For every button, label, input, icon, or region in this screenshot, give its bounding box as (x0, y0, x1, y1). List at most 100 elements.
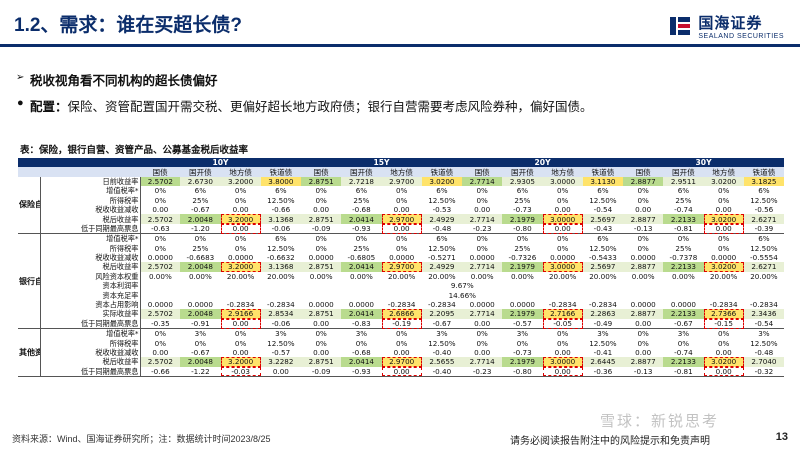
value-cell: -0.09 (301, 366, 342, 377)
value-cell: 2.2095 (421, 309, 463, 319)
value-cell: 0.00% (631, 271, 655, 281)
value-cell: -0.06 (260, 318, 302, 330)
value-cell: -0.56 (754, 205, 774, 215)
value-cell: 2.1979 (502, 262, 543, 272)
value-cell: 0.0000 (308, 253, 334, 263)
row-label: 所得税率 (40, 338, 141, 348)
bullet-lead: 配置： (30, 100, 68, 114)
value-cell: 2.5702 (140, 262, 181, 272)
value-cell: 0% (395, 195, 408, 205)
row-label: 税后收益率 (40, 214, 141, 224)
watermark: 雪球：新锐思考 (600, 413, 720, 430)
value-cell: 0% (395, 243, 408, 253)
value-cell: 2.3436 (743, 309, 785, 319)
bond-header: 铁道债 (743, 167, 785, 177)
value-cell: 12.50% (428, 243, 456, 253)
value-cell: 0% (234, 234, 247, 244)
value-cell: 0% (556, 186, 569, 196)
table-row: 税后收益率 2.5702 2.0048 3.2000 3.2282 2.8751 2.041… (18, 357, 785, 367)
value-cell: 0.00% (148, 271, 172, 281)
value-cell: -0.13 (623, 366, 664, 377)
value-cell: 0.0000 (469, 253, 495, 263)
value-cell: 0% (556, 329, 569, 339)
value-cell: 2.7714 (462, 357, 503, 367)
value-cell: -0.2834 (750, 300, 778, 310)
value-cell: 2.8751 (301, 357, 342, 367)
value-cell: 25% (675, 195, 692, 205)
value-cell: 2.0048 (180, 214, 221, 224)
value-cell: -0.19 (381, 318, 422, 330)
value-cell: 3.1130 (582, 176, 624, 187)
value-cell: -0.63 (140, 223, 181, 235)
value-cell: -0.83 (341, 318, 382, 330)
value-cell: 3.0000 (542, 357, 583, 367)
value-cell: 2.0048 (180, 309, 221, 319)
value-cell: 2.5702 (140, 357, 181, 367)
value-cell: -0.43 (582, 223, 624, 235)
value-cell: -0.2834 (589, 300, 617, 310)
value-cell: 0% (677, 338, 690, 348)
bullet-heading: 税收视角看不同机构的超长债偏好 (30, 74, 218, 88)
value-cell: 2.4929 (421, 214, 463, 224)
value-cell: -0.06 (260, 223, 302, 235)
bullet-body: 配置：保险、资管配置国开需交税、更偏好超长地方政府债；银行自营需要考虑风险券种，… (30, 96, 593, 115)
value-cell: 0% (194, 338, 207, 348)
value-cell: 2.1979 (502, 357, 543, 367)
table-row: 其他资管增值税率*0%3%0%3%0%3%0%3%0%3%0%3%0%3%0%3… (18, 328, 784, 377)
value-cell: 6% (355, 186, 368, 196)
bond-header: 国债 (462, 167, 503, 177)
value-cell: 2.0414 (341, 214, 382, 224)
value-cell: -0.6805 (347, 253, 376, 263)
value-cell: 0% (476, 329, 488, 339)
table-row: 资本利润率 9.67% (18, 281, 784, 291)
logo-en-text: SEALAND SECURITIES (698, 33, 784, 40)
bond-header: 地方债 (542, 167, 583, 177)
value-cell: 2.0414 (341, 357, 382, 367)
value-cell: 0.00 (220, 223, 261, 235)
value-cell: -0.73 (513, 205, 532, 215)
value-cell: -0.7378 (669, 253, 698, 263)
value-cell: -0.67 (191, 205, 210, 215)
value-cell: 0.00 (152, 348, 169, 357)
value-cell: 0.0000 (147, 300, 173, 310)
row-label: 增值税率* (40, 328, 141, 339)
value-cell: 0% (315, 243, 327, 253)
row-label: 所得税率 (40, 195, 141, 205)
value-cell: 0% (556, 338, 569, 348)
value-cell: 0.00 (393, 348, 410, 357)
value-cell: 2.8877 (623, 214, 664, 224)
value-cell: 2.2133 (663, 262, 704, 272)
value-cell: 0.00 (635, 205, 652, 215)
value-cell: 2.6271 (743, 214, 785, 224)
value-cell: 25% (192, 243, 209, 253)
value-cell: 0.00% (470, 271, 494, 281)
value-cell: 6% (436, 186, 448, 196)
value-cell: 3.2000 (220, 262, 261, 272)
value-cell: 0% (476, 195, 488, 205)
value-cell: 0% (234, 243, 247, 253)
value-cell: 3.1368 (260, 262, 302, 272)
bond-header-row: 国债 国开债 地方债 铁道债 国债 国开债 地方债 铁道债 国债 国开债 地方债 铁道债 国债 国开债 地方… (18, 167, 785, 177)
value-cell: 0% (717, 186, 730, 196)
tenor-header-row: 10Y 15Y 20Y 30Y (18, 158, 785, 168)
table-row: 低于同期最高票息 -0.63 -1.20 0.00 -0.06 -0.09 -0.93 0.0… (18, 223, 785, 235)
table-row: 银行自营增值税率*0%0%0%6%0%0%0%6%0%0%0%6%0%0%0%6… (18, 233, 784, 330)
value-cell: 0% (395, 186, 408, 196)
value-cell: 2.2863 (582, 309, 624, 319)
value-cell: 0% (476, 234, 488, 244)
value-cell: 3.0200 (703, 214, 744, 224)
logo-cn-text: 国海证券 (698, 15, 763, 32)
value-cell: 2.0414 (341, 309, 382, 319)
row-label: 实际收益率 (40, 309, 141, 319)
bond-header: 地方债 (220, 167, 261, 177)
value-cell: 0.00 (313, 205, 330, 215)
group-label: 银行自营 (18, 233, 41, 330)
value-cell: -0.2834 (387, 300, 416, 310)
table-row: 税后收益率 2.5702 2.0048 3.2000 3.1368 2.8751 2.041… (18, 262, 785, 272)
row-label: 日前收益率 (40, 176, 141, 187)
table-row: 风险资本权重 0.00% 0.00% 20.00% 20.00% 0.00% 0.00% 20… (18, 271, 784, 282)
value-cell: -0.2834 (428, 300, 456, 310)
value-cell: 12.50% (267, 195, 295, 205)
value-cell: -0.41 (593, 348, 613, 357)
value-cell: -0.49 (582, 318, 624, 330)
